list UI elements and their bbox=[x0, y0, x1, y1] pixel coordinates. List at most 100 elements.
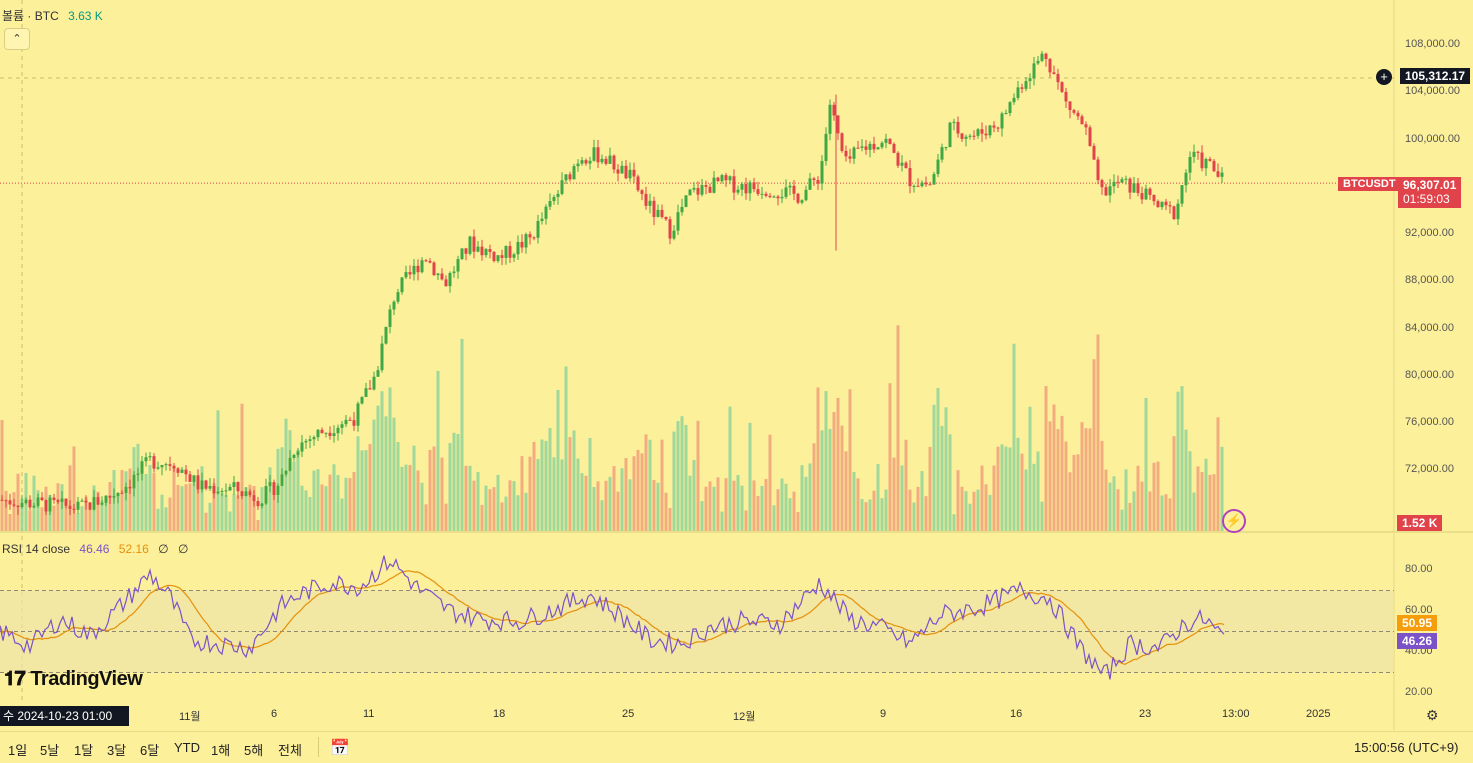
candle-body bbox=[584, 160, 588, 164]
calendar-range-icon[interactable]: 📅 bbox=[330, 740, 350, 757]
range-button[interactable]: 1달 bbox=[74, 743, 94, 758]
rsi-legend[interactable]: RSI 14 close 46.46 52.16 ∅ ∅ bbox=[2, 542, 188, 556]
range-button[interactable]: YTD bbox=[174, 740, 200, 755]
range-button[interactable]: 5날 bbox=[40, 743, 60, 758]
settings-gear-icon[interactable]: ⚙ bbox=[1426, 707, 1439, 723]
candle-body bbox=[1116, 181, 1120, 183]
tradingview-logo[interactable]: 𝟏𝟕 TradingView bbox=[4, 668, 143, 691]
time-axis-label: 18 bbox=[493, 708, 506, 720]
add-alert-icon[interactable]: + bbox=[1376, 69, 1392, 85]
candle-body bbox=[1220, 172, 1224, 177]
volume-bar bbox=[604, 480, 608, 531]
candle-body bbox=[1068, 101, 1072, 111]
candle-body bbox=[352, 420, 356, 426]
volume-bar bbox=[160, 494, 164, 531]
volume-bar bbox=[212, 483, 216, 531]
volume-bar bbox=[124, 471, 128, 531]
candle-body bbox=[772, 196, 776, 198]
volume-bar bbox=[940, 425, 944, 531]
candle-body bbox=[996, 127, 1000, 129]
volume-bar bbox=[16, 473, 20, 531]
volume-bar bbox=[376, 405, 380, 531]
volume-bar bbox=[492, 487, 496, 531]
candle-body bbox=[1104, 187, 1108, 196]
volume-legend: 볼륨 · BTC 3.63 K bbox=[2, 7, 103, 24]
volume-bar bbox=[80, 506, 84, 531]
volume-bar bbox=[208, 502, 212, 531]
clock[interactable]: 15:00:56 (UTC+9) bbox=[1354, 740, 1459, 755]
candle-body bbox=[472, 236, 476, 252]
price-chart[interactable] bbox=[0, 0, 1473, 730]
candle-body bbox=[184, 469, 188, 475]
candle-body bbox=[1088, 127, 1092, 146]
candle-body bbox=[712, 177, 716, 193]
candle-body bbox=[280, 474, 284, 486]
candle-body bbox=[568, 174, 572, 180]
candle-body bbox=[1044, 53, 1048, 60]
candle-body bbox=[664, 217, 668, 220]
volume-bar bbox=[1120, 509, 1124, 531]
volume-bar bbox=[176, 484, 180, 531]
volume-bar bbox=[1068, 472, 1072, 531]
candle-body bbox=[572, 166, 576, 180]
volume-bar bbox=[408, 465, 412, 531]
range-button[interactable]: 6달 bbox=[140, 743, 160, 758]
candle-body bbox=[824, 133, 828, 162]
volume-bar bbox=[464, 465, 468, 531]
candle-body bbox=[292, 454, 296, 458]
candle-body bbox=[828, 104, 832, 134]
candle-body bbox=[92, 497, 96, 510]
lightning-icon[interactable]: ⚡ bbox=[1222, 509, 1246, 533]
range-button[interactable]: 1해 bbox=[211, 743, 231, 758]
chevron-up-icon[interactable]: ⌃ bbox=[4, 28, 30, 50]
candle-body bbox=[964, 136, 968, 139]
candle-body bbox=[892, 143, 896, 153]
volume-bar bbox=[920, 471, 924, 531]
candle-body bbox=[1052, 72, 1056, 74]
logo-mark-icon: 𝟏𝟕 bbox=[4, 668, 26, 690]
volume-bar bbox=[784, 483, 788, 531]
volume-bar bbox=[4, 490, 8, 531]
candle-body bbox=[216, 491, 220, 494]
candle-body bbox=[940, 147, 944, 160]
candle-body bbox=[860, 146, 864, 148]
range-button[interactable]: 5해 bbox=[244, 743, 264, 758]
candle-body bbox=[596, 147, 600, 163]
range-button[interactable]: 1일 bbox=[8, 743, 28, 758]
volume-bar bbox=[716, 477, 720, 531]
candle-body bbox=[900, 162, 904, 166]
candle-body bbox=[1188, 156, 1192, 173]
range-button[interactable]: 3달 bbox=[107, 743, 127, 758]
candle-body bbox=[1076, 112, 1080, 117]
candle-body bbox=[228, 486, 232, 491]
candle-body bbox=[956, 121, 960, 134]
volume-bar bbox=[336, 475, 340, 531]
candle-body bbox=[1000, 113, 1004, 129]
range-button[interactable]: 전체 bbox=[278, 743, 302, 758]
volume-bar bbox=[400, 466, 404, 531]
time-axis-label: 9 bbox=[880, 708, 887, 720]
candle-body bbox=[876, 147, 880, 150]
volume-bar bbox=[580, 473, 584, 531]
volume-bar bbox=[268, 467, 272, 531]
candle-body bbox=[76, 501, 80, 510]
candle-body bbox=[1100, 180, 1104, 188]
candle-body bbox=[1060, 82, 1064, 92]
rsi-line bbox=[0, 555, 1225, 680]
candle-body bbox=[924, 182, 928, 185]
volume-bar bbox=[740, 485, 744, 531]
volume-bar bbox=[240, 403, 244, 531]
candle-body bbox=[496, 255, 500, 262]
candle-body bbox=[456, 259, 460, 272]
volume-bar bbox=[1128, 502, 1132, 531]
candle-body bbox=[540, 218, 544, 221]
volume-bar bbox=[1096, 334, 1100, 531]
volume-bar bbox=[548, 427, 552, 531]
volume-bar bbox=[556, 389, 560, 531]
volume-bar bbox=[1148, 491, 1152, 531]
candle-body bbox=[1180, 185, 1184, 204]
volume-bar bbox=[1196, 466, 1200, 531]
candle-body bbox=[356, 403, 360, 426]
candle-body bbox=[316, 429, 320, 438]
rsi-axis-label: 60.00 bbox=[1405, 604, 1433, 616]
